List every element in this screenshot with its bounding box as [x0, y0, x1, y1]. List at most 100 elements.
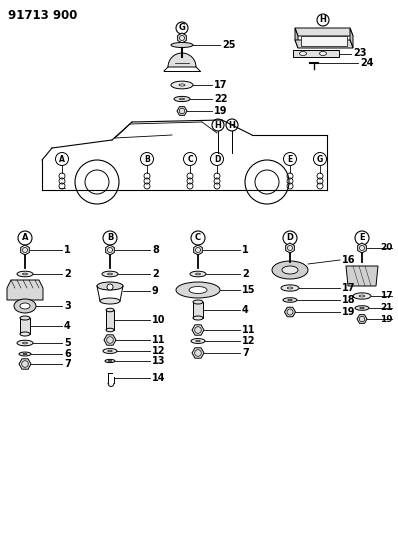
Ellipse shape	[288, 300, 292, 301]
Polygon shape	[285, 307, 295, 317]
Ellipse shape	[171, 81, 193, 89]
Ellipse shape	[100, 298, 120, 304]
Ellipse shape	[171, 43, 193, 47]
Text: E: E	[287, 155, 293, 164]
Ellipse shape	[193, 316, 203, 320]
Text: H: H	[320, 15, 326, 25]
Ellipse shape	[108, 360, 112, 361]
Polygon shape	[104, 335, 116, 345]
Text: A: A	[59, 155, 65, 164]
Ellipse shape	[97, 282, 123, 290]
Ellipse shape	[287, 287, 293, 289]
Text: 13: 13	[152, 356, 166, 366]
Ellipse shape	[103, 349, 117, 353]
Polygon shape	[19, 359, 31, 369]
Ellipse shape	[20, 303, 30, 309]
Text: 2: 2	[64, 269, 71, 279]
Ellipse shape	[23, 342, 27, 344]
Polygon shape	[194, 245, 202, 255]
Text: 17: 17	[380, 292, 392, 301]
Polygon shape	[192, 325, 204, 335]
Text: 19: 19	[214, 106, 228, 116]
Ellipse shape	[282, 266, 298, 274]
Ellipse shape	[195, 273, 201, 275]
Text: 4: 4	[64, 321, 71, 331]
Polygon shape	[346, 266, 378, 286]
Text: G: G	[317, 155, 323, 164]
Text: D: D	[287, 233, 293, 243]
Ellipse shape	[193, 300, 203, 304]
Circle shape	[107, 284, 113, 290]
Polygon shape	[293, 50, 339, 57]
Text: 6: 6	[64, 349, 71, 359]
Ellipse shape	[179, 84, 185, 86]
Polygon shape	[21, 245, 29, 255]
Ellipse shape	[14, 299, 36, 313]
Ellipse shape	[360, 308, 364, 309]
Polygon shape	[301, 36, 347, 46]
Ellipse shape	[320, 52, 326, 55]
Circle shape	[245, 160, 289, 204]
Ellipse shape	[20, 316, 30, 320]
Text: A: A	[22, 233, 28, 243]
Text: 16: 16	[342, 255, 355, 265]
Ellipse shape	[272, 261, 308, 279]
Text: 91713 900: 91713 900	[8, 9, 77, 22]
Ellipse shape	[283, 298, 297, 302]
Ellipse shape	[19, 352, 31, 356]
Polygon shape	[286, 243, 295, 253]
Text: 18: 18	[342, 295, 356, 305]
Ellipse shape	[20, 332, 30, 336]
Text: 11: 11	[152, 335, 166, 345]
Text: 1: 1	[64, 245, 71, 255]
Ellipse shape	[189, 287, 207, 294]
Text: 2: 2	[242, 269, 249, 279]
Ellipse shape	[359, 295, 365, 297]
Text: 20: 20	[380, 244, 392, 253]
Ellipse shape	[174, 96, 190, 102]
Text: 25: 25	[222, 40, 236, 50]
Text: 21: 21	[380, 303, 392, 312]
Text: 12: 12	[152, 346, 166, 356]
Ellipse shape	[191, 338, 205, 343]
Text: C: C	[195, 233, 201, 243]
Text: 7: 7	[242, 348, 249, 358]
Polygon shape	[350, 28, 353, 48]
Text: E: E	[359, 233, 365, 243]
Text: 22: 22	[214, 94, 228, 104]
Ellipse shape	[102, 271, 118, 277]
Text: B: B	[144, 155, 150, 164]
Polygon shape	[178, 33, 186, 43]
Text: D: D	[214, 155, 220, 164]
Ellipse shape	[17, 271, 33, 277]
Text: B: B	[107, 233, 113, 243]
Text: 14: 14	[152, 373, 166, 383]
Ellipse shape	[23, 273, 27, 275]
Ellipse shape	[176, 282, 220, 298]
Polygon shape	[358, 243, 366, 253]
Text: 7: 7	[64, 359, 71, 369]
Ellipse shape	[355, 306, 369, 310]
Polygon shape	[7, 280, 43, 300]
Text: 3: 3	[64, 301, 71, 311]
Text: 4: 4	[242, 305, 249, 315]
Polygon shape	[295, 40, 353, 48]
Text: 5: 5	[64, 338, 71, 348]
Ellipse shape	[106, 308, 114, 312]
Text: 17: 17	[214, 80, 228, 90]
Ellipse shape	[190, 271, 206, 277]
Circle shape	[75, 160, 119, 204]
Text: 1: 1	[242, 245, 249, 255]
Text: G: G	[179, 23, 185, 33]
Ellipse shape	[17, 340, 33, 346]
Text: H: H	[215, 120, 221, 130]
Text: 8: 8	[152, 245, 159, 255]
Ellipse shape	[300, 52, 306, 55]
Text: 24: 24	[360, 58, 373, 68]
Bar	[20, 318, 30, 334]
Polygon shape	[177, 107, 187, 115]
Text: 2: 2	[152, 269, 159, 279]
Ellipse shape	[108, 350, 112, 352]
Polygon shape	[106, 245, 114, 255]
Text: 19: 19	[342, 307, 355, 317]
